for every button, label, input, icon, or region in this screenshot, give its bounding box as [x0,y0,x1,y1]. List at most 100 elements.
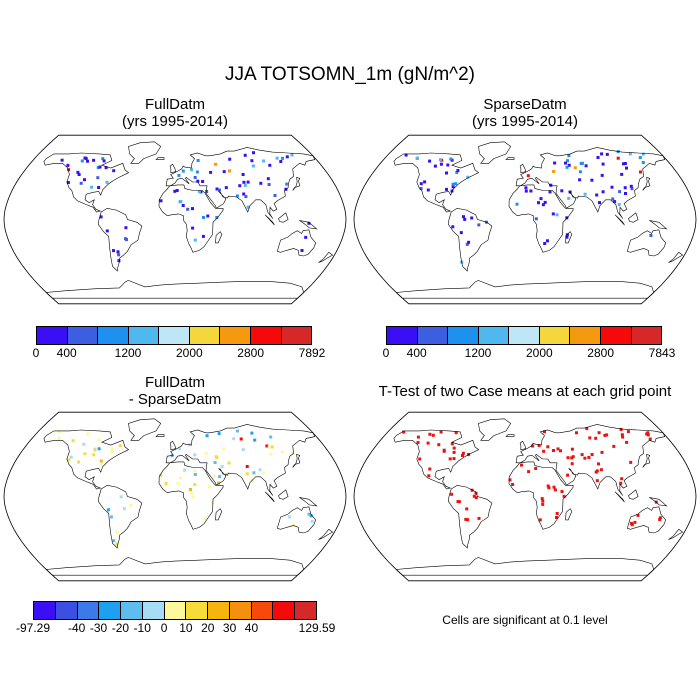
panel-ttest-title-line1: T-Test of two Case means at each grid po… [378,383,672,400]
grid-cell [193,453,197,457]
grid-cell [222,447,226,451]
grid-cell [79,181,83,185]
significance-note: Cells are significant at 0.1 level [442,613,608,627]
grid-cell [104,166,108,170]
grid-cell [246,180,250,184]
grid-cell [464,517,468,521]
map-sparse [353,134,697,305]
grid-cell [451,225,455,229]
grid-cell [548,190,552,194]
grid-cell [189,488,192,491]
grid-cell [66,181,70,184]
grid-cell [105,180,109,184]
grid-cell [60,158,64,162]
grid-cell [173,189,177,193]
grid-cell [445,187,448,191]
colorbar-tick-label: 129.59 [298,621,336,635]
grid-cell [269,452,273,456]
grid-cell [541,499,545,503]
grid-cell [129,504,133,507]
grid-cell [555,516,558,519]
grid-cell [527,470,531,474]
grid-cell [595,479,599,483]
colorbar-swatch [37,327,68,344]
panel-sparse-title-line1: SparseDatm [483,96,567,113]
map-frame [3,134,347,305]
coastline-uk [169,163,177,174]
grid-cell [611,197,615,201]
grid-cell [304,235,308,239]
grid-cell [112,169,116,173]
grid-cell [467,240,471,244]
grid-cell [529,189,533,193]
grid-cell [124,226,128,230]
colorbar-swatch [387,327,418,344]
grid-cell [300,249,304,252]
colorbar-tick-label: 2000 [525,346,553,360]
colorbar-tick-label: 400 [56,346,77,360]
grid-cell [201,180,205,183]
grid-cell [454,182,458,186]
grid-cell [96,176,100,180]
panel-ttest-title: T-Test of two Case means at each grid po… [350,383,700,400]
grid-cell [191,226,195,230]
grid-cell [116,250,120,254]
grid-cell [218,475,222,479]
grid-cell [549,183,553,187]
grid-cell [446,163,450,167]
colorbar-tick-label: 0 [382,346,390,360]
grid-cell [612,444,616,448]
map-full [3,134,347,305]
grid-cell [641,152,645,156]
colorbar-swatch [478,327,510,344]
grid-cell [596,156,600,159]
grid-cell [629,184,633,188]
grid-cell [605,433,609,437]
grid-cell [252,151,255,155]
grid-cell [177,173,181,177]
grid-cell [77,173,81,176]
grid-cell [433,164,437,168]
grid-cell [575,431,578,435]
grid-cell [181,204,185,207]
grid-cell [583,192,587,196]
grid-cell [122,507,126,511]
grid-cell [193,176,197,179]
grid-cell [57,437,61,440]
grid-cell [202,216,205,219]
grid-cell [466,175,470,179]
grid-cell [524,189,528,193]
grid-cell [224,186,228,190]
coastline-nz [318,251,334,263]
grid-cell [228,169,231,173]
coastline-nz [668,528,684,540]
coastline-australia [276,229,317,257]
grid-cell [620,477,624,481]
colorbar-swatch [509,327,540,344]
grid-cell [258,468,262,472]
grid-cell [83,178,86,182]
figure-title: JJA TOTSOMN_1m (gN/m^2) [225,64,475,85]
grid-cell [205,190,209,193]
grid-cell [472,494,476,498]
grid-cell [98,165,102,169]
grid-cell [616,156,620,160]
map-frame [3,411,347,582]
colorbar-swatch [142,602,165,619]
grid-cell [508,478,512,482]
grid-cell [451,185,455,189]
grid-cell [418,457,422,461]
grid-cell [190,168,193,172]
colorbar-tick-label: 7843 [648,346,676,360]
grid-cell [547,486,551,490]
grid-cell [93,448,97,452]
grid-cell [214,455,218,459]
grid-cell [178,476,182,480]
colorbar-tick-label: 20 [201,621,215,635]
grid-cell [465,507,469,511]
colorbar-swatch [250,327,282,344]
coastline-japan [292,176,301,191]
grid-cell [251,164,255,168]
grid-cell [584,164,588,168]
grid-cell [222,170,226,174]
